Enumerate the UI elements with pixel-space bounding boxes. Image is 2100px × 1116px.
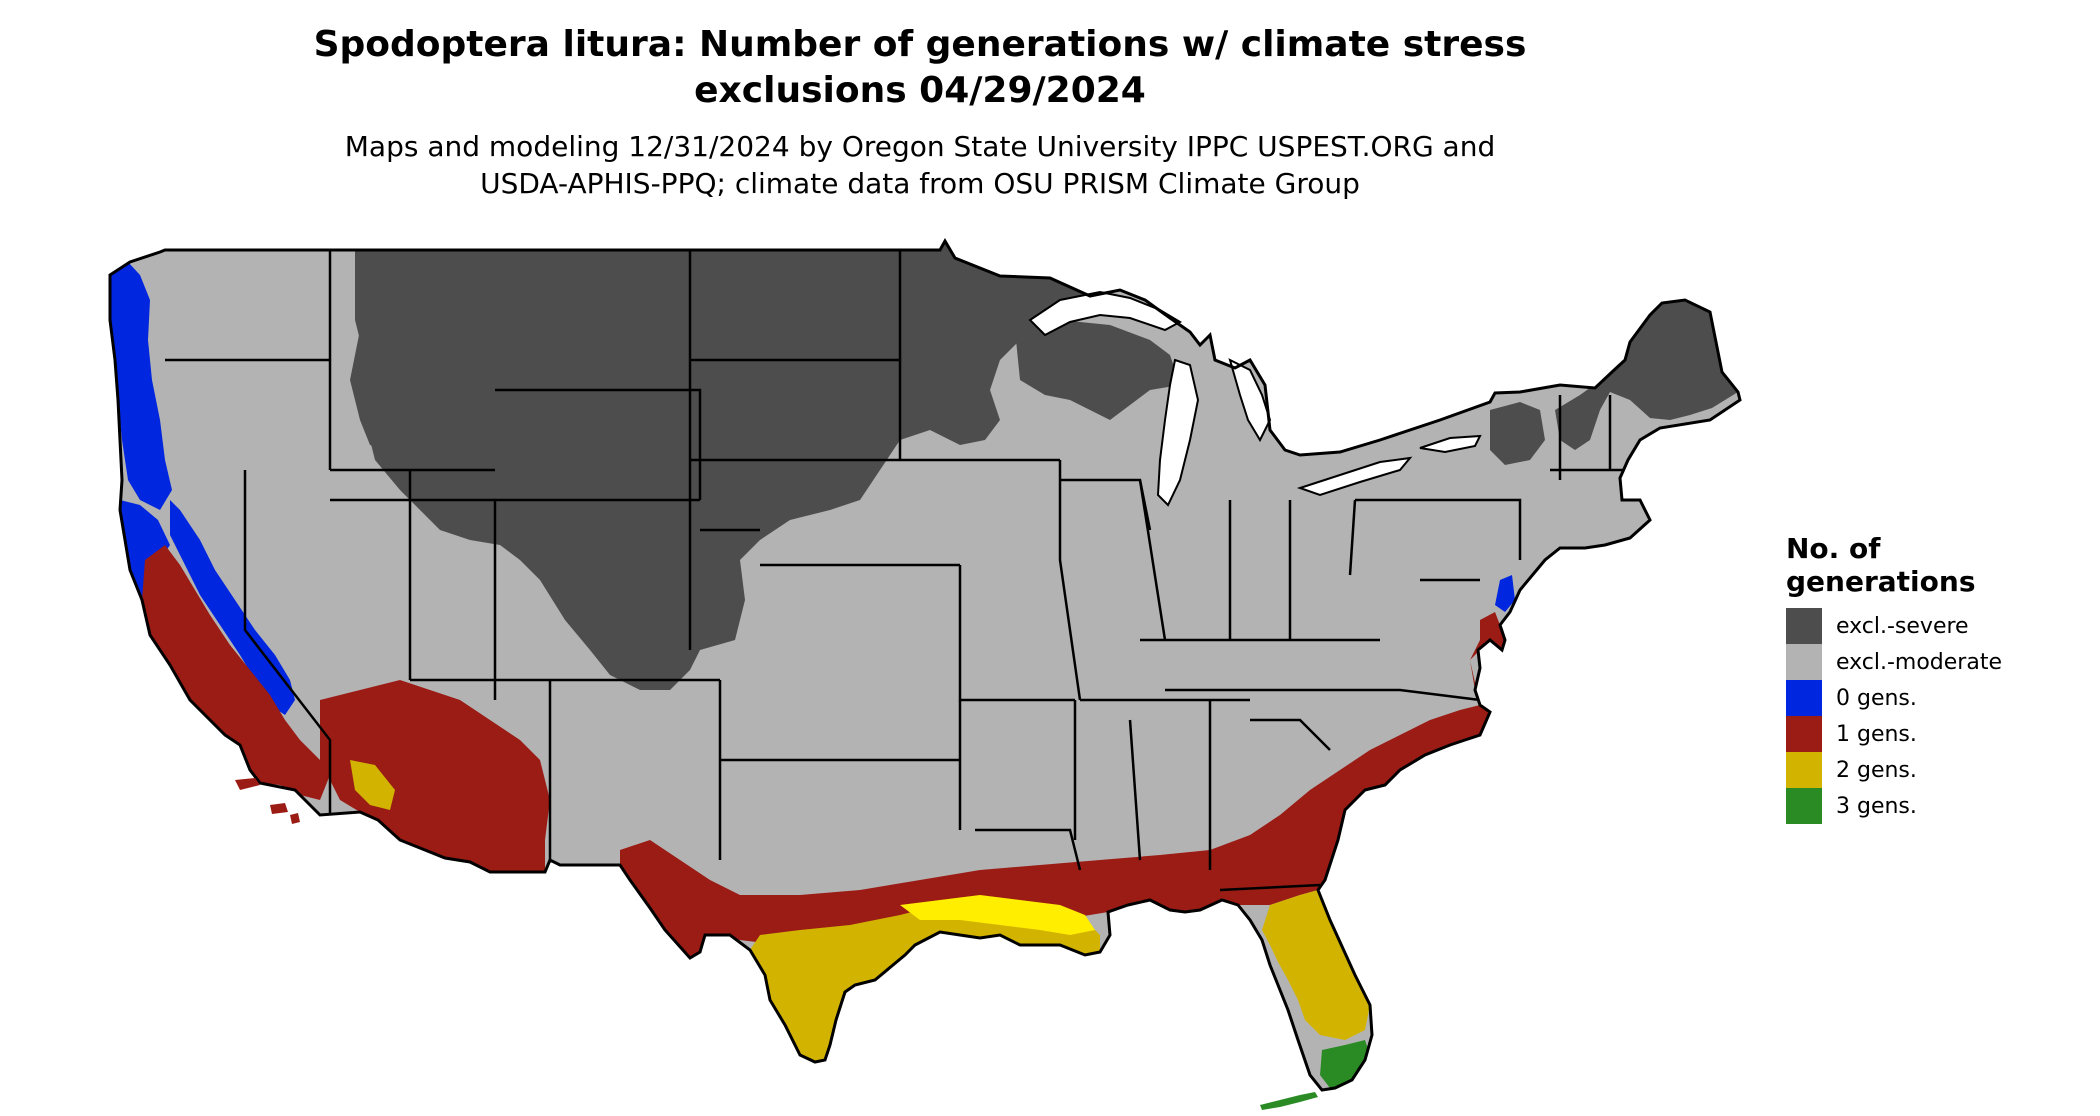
- great-lakes: [1028, 290, 1482, 507]
- map-title: Spodoptera litura: Number of generations…: [200, 22, 1640, 114]
- zone-1-gens: [142, 545, 1505, 958]
- severe-idaho: [350, 320, 425, 450]
- legend-label-excl-severe: excl.-severe: [1836, 613, 1969, 639]
- legend-label-0-gens: 0 gens.: [1836, 685, 1917, 711]
- legend: No. of generations excl.-severe excl.-mo…: [1786, 532, 2086, 824]
- yellow-florida-peninsula: [1262, 890, 1370, 1040]
- legend-label-excl-moderate: excl.-moderate: [1836, 649, 2002, 675]
- legend-title-line-1: No. of: [1786, 532, 1881, 565]
- map-title-line-1: Spodoptera litura: Number of generations…: [313, 24, 1527, 65]
- legend-label-3-gens: 3 gens.: [1836, 793, 1917, 819]
- legend-label-1-gens: 1 gens.: [1836, 721, 1917, 747]
- yellow-sw-desert-patch: [350, 760, 395, 810]
- legend-label-2-gens: 2 gens.: [1836, 757, 1917, 783]
- legend-title: No. of generations: [1786, 532, 2086, 598]
- legend-swatch-excl-moderate: [1786, 644, 1822, 680]
- legend-item-2-gens: 2 gens.: [1786, 752, 2086, 788]
- lake-michigan: [1156, 358, 1200, 507]
- legend-item-excl-severe: excl.-severe: [1786, 608, 2086, 644]
- legend-swatch-3-gens: [1786, 788, 1822, 824]
- red-southwest-desert: [320, 680, 550, 872]
- legend-swatch-0-gens: [1786, 680, 1822, 716]
- map-subtitle-line-2: USDA-APHIS-PPQ; climate data from OSU PR…: [480, 167, 1360, 200]
- florida-keys: [1260, 1092, 1318, 1110]
- legend-title-line-2: generations: [1786, 565, 1976, 598]
- legend-swatch-1-gens: [1786, 716, 1822, 752]
- red-eastern-shore: [1480, 612, 1500, 645]
- map-title-line-2: exclusions 04/29/2024: [694, 70, 1146, 111]
- country-outline: [108, 237, 1742, 1092]
- legend-item-0-gens: 0 gens.: [1786, 680, 2086, 716]
- legend-item-excl-moderate: excl.-moderate: [1786, 644, 2086, 680]
- lake-erie: [1296, 456, 1413, 497]
- legend-swatch-2-gens: [1786, 752, 1822, 788]
- map-subtitle-line-1: Maps and modeling 12/31/2024 by Oregon S…: [344, 130, 1496, 163]
- lake-superior: [1028, 290, 1183, 337]
- state-borders: [165, 250, 1640, 892]
- legend-item-3-gens: 3 gens.: [1786, 788, 2086, 824]
- red-california-central-valley: [142, 545, 330, 800]
- lake-huron: [1228, 358, 1272, 443]
- zone-excl-severe: [350, 241, 1738, 690]
- channel-islands: [235, 778, 300, 824]
- blue-pacific-northwest-coast: [110, 262, 172, 510]
- map-subtitle: Maps and modeling 12/31/2024 by Oregon S…: [200, 128, 1640, 202]
- zone-2-gens-bright: [900, 895, 1095, 935]
- severe-adirondacks: [1490, 402, 1545, 465]
- severe-southern-rockies: [560, 510, 660, 640]
- severe-northeast: [1555, 300, 1738, 450]
- severe-great-lakes: [1015, 320, 1180, 420]
- legend-swatch-excl-severe: [1786, 608, 1822, 644]
- blue-delaware: [1495, 575, 1515, 612]
- severe-northern-plains: [355, 241, 1090, 690]
- blue-sierra-nevada: [170, 500, 295, 715]
- legend-item-1-gens: 1 gens.: [1786, 716, 2086, 752]
- red-gulf-coast-band: [620, 705, 1490, 958]
- lake-ontario: [1419, 434, 1482, 454]
- islands: [235, 778, 1318, 1110]
- yellow-louisiana-coast: [900, 895, 1095, 935]
